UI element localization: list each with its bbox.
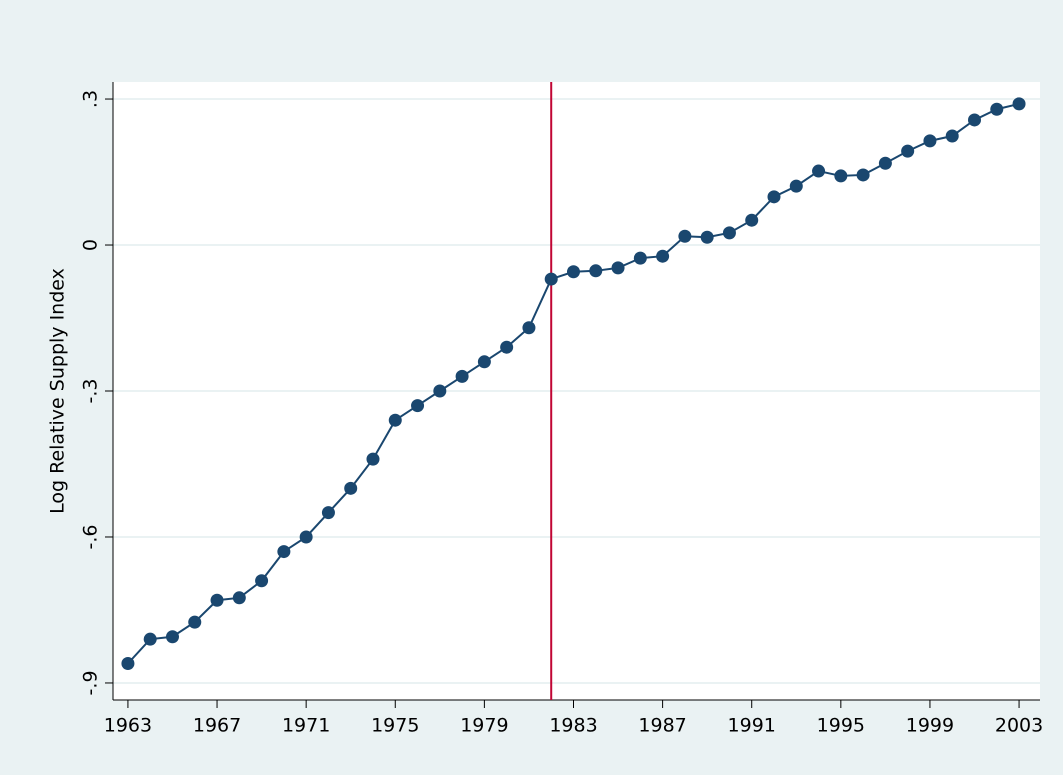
data-point [210,593,224,607]
data-point [812,164,826,178]
data-point [522,321,536,335]
x-tick-label: 1995 [817,715,865,737]
data-point [901,144,915,158]
data-point [165,630,179,644]
y-axis-label: Log Relative Supply Index [47,268,69,514]
x-tick-label: 1983 [549,715,597,737]
data-point [344,481,358,495]
data-point [544,272,558,286]
data-point [745,213,759,227]
data-point [232,591,246,605]
data-point [834,169,848,183]
data-point [433,384,447,398]
y-tick-label: -.3 [80,379,102,404]
data-point [678,229,692,243]
data-point [611,261,625,275]
data-point [277,545,291,559]
data-point [878,156,892,170]
data-point [589,264,603,278]
x-tick-label: 1975 [371,715,419,737]
data-point [321,506,335,520]
x-tick-label: 1967 [193,715,241,737]
data-point [856,168,870,182]
data-point [990,102,1004,116]
x-tick-label: 1971 [282,715,330,737]
data-point [500,340,514,354]
data-point [656,249,670,263]
x-tick-label: 1963 [104,715,152,737]
data-point [968,113,982,127]
x-tick-label: 1991 [728,715,776,737]
y-tick-label: 0 [80,239,102,251]
x-tick-label: 1999 [906,715,954,737]
y-tick-label: -.6 [80,524,102,549]
data-point [366,452,380,466]
data-point [722,226,736,240]
data-point [945,129,959,143]
data-point [1012,97,1026,111]
x-tick-label: 2003 [995,715,1043,737]
data-point [767,190,781,204]
data-point [789,179,803,193]
data-point [255,574,269,588]
x-tick-label: 1979 [460,715,508,737]
data-point [411,399,425,413]
data-point [633,251,647,265]
data-point [188,615,202,629]
data-point [121,657,135,671]
data-point [566,265,580,279]
y-tick-label: -.9 [80,670,102,695]
y-tick-label: .3 [80,90,102,108]
data-point [923,134,937,148]
data-point [477,355,491,369]
x-tick-label: 1987 [638,715,686,737]
data-point [299,530,313,544]
data-point [455,369,469,383]
data-point [700,230,714,244]
data-point [388,413,402,427]
data-point [143,632,157,646]
